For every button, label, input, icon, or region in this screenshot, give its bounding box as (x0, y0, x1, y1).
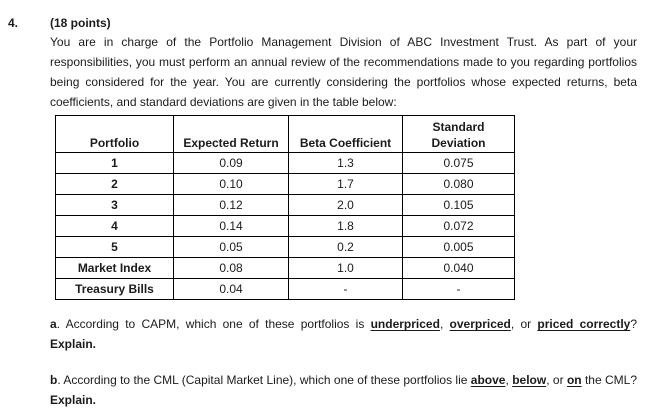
question-b-tail: the CML? (581, 373, 638, 387)
question-b-choice-above: above (470, 373, 506, 387)
question-heading: 4. (18 points) (8, 14, 637, 32)
table-cell: 5 (55, 236, 174, 258)
question-b-choice-on: on (566, 373, 582, 387)
table-row-market-index: Market Index 0.08 1.0 0.040 (55, 257, 515, 279)
question-a-label: a (50, 317, 57, 331)
table-row-portfolio-5: 5 0.05 0.2 0.005 (55, 236, 515, 258)
table-cell: 0.04 (173, 278, 289, 300)
table-cell: 0.080 (402, 173, 515, 195)
question-a-sep2: , or (510, 317, 538, 331)
table-cell: 1.3 (288, 152, 403, 174)
question-a: a. According to CAPM, which one of these… (50, 314, 637, 354)
question-a-choice-overpriced: overpriced (449, 317, 511, 331)
question-body: You are in charge of the Portfolio Manag… (50, 32, 637, 410)
table-cell: 2.0 (288, 194, 403, 216)
question-b-explain: Explain. (50, 393, 97, 407)
table-cell: - (288, 278, 403, 300)
table-row-portfolio-4: 4 0.14 1.8 0.072 (55, 215, 515, 237)
table-cell: Treasury Bills (55, 278, 174, 300)
col-header-standard-deviation: Standard Deviation (402, 115, 515, 153)
table-cell: 0.072 (402, 215, 515, 237)
col-header-standard-deviation-line2: Deviation (431, 136, 486, 150)
table-cell: 4 (55, 215, 174, 237)
table-cell: 1 (55, 152, 174, 174)
table-row-treasury-bills: Treasury Bills 0.04 - - (55, 278, 515, 300)
table-row-portfolio-1: 1 0.09 1.3 0.075 (55, 152, 515, 174)
table-cell: 0.09 (173, 152, 289, 174)
table-row-portfolio-3: 3 0.12 2.0 0.105 (55, 194, 515, 216)
table-cell: 0.005 (402, 236, 515, 258)
question-a-lead: . According to CAPM, which one of these … (56, 317, 371, 331)
question-points: (18 points) (50, 16, 111, 30)
table-cell: 0.2 (288, 236, 403, 258)
table-row-portfolio-2: 2 0.10 1.7 0.080 (55, 173, 515, 195)
table-cell: 0.040 (402, 257, 515, 279)
question-a-explain: Explain. (50, 337, 97, 351)
question-number: 4. (8, 16, 19, 30)
table-header-row: Portfolio Expected Return Beta Coefficie… (55, 115, 515, 153)
col-header-portfolio: Portfolio (55, 115, 174, 153)
question-a-choice-priced-correctly: priced correctly (537, 317, 631, 331)
intro-paragraph: You are in charge of the Portfolio Manag… (50, 35, 637, 109)
table-cell: 0.12 (173, 194, 289, 216)
table-cell: 0.075 (402, 152, 515, 174)
question-b-label: b (50, 373, 58, 387)
question-b: b. According to the CML (Capital Market … (50, 370, 637, 410)
question-b-sep1: , (505, 373, 513, 387)
col-header-expected-return: Expected Return (173, 115, 289, 153)
table-cell: 0.14 (173, 215, 289, 237)
table-cell: Market Index (55, 257, 174, 279)
question-a-sep1: , (439, 317, 450, 331)
question-b-lead: . According to the CML (Capital Market L… (57, 373, 471, 387)
table-cell: 0.05 (173, 236, 289, 258)
question-a-tail: ? (630, 317, 638, 331)
table-cell: 1.8 (288, 215, 403, 237)
table-cell: 0.10 (173, 173, 289, 195)
table-cell: 0.105 (402, 194, 515, 216)
question-b-sep2: , or (546, 373, 567, 387)
col-header-standard-deviation-line1: Standard (432, 120, 485, 134)
table-cell: 3 (55, 194, 174, 216)
question-b-choice-below: below (512, 373, 547, 387)
portfolio-table: Portfolio Expected Return Beta Coefficie… (55, 115, 515, 300)
question-a-choice-underpriced: underpriced (370, 317, 440, 331)
table-cell: 0.08 (173, 257, 289, 279)
table-cell: 2 (55, 173, 174, 195)
table-cell: - (402, 278, 515, 300)
table-cell: 1.0 (288, 257, 403, 279)
col-header-beta-coefficient: Beta Coefficient (288, 115, 403, 153)
table-cell: 1.7 (288, 173, 403, 195)
